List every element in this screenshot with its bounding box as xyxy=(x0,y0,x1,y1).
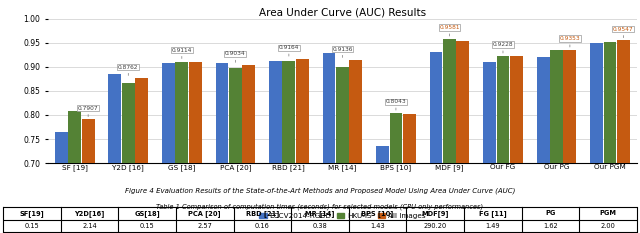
Text: PCA [20]: PCA [20] xyxy=(189,210,221,217)
Text: 1.49: 1.49 xyxy=(486,223,500,229)
Text: 0.9034: 0.9034 xyxy=(225,51,246,62)
Bar xyxy=(537,57,550,233)
Bar xyxy=(189,62,202,233)
Title: Area Under Curve (AUC) Results: Area Under Curve (AUC) Results xyxy=(259,8,426,18)
Bar xyxy=(82,120,95,233)
Bar xyxy=(296,59,308,233)
Text: MDF[9]: MDF[9] xyxy=(422,210,449,217)
Bar xyxy=(617,41,630,233)
Text: 0.9581: 0.9581 xyxy=(439,25,460,36)
Bar xyxy=(216,63,228,233)
Text: 0.8762: 0.8762 xyxy=(118,65,138,75)
Bar xyxy=(390,113,403,233)
Text: 0.16: 0.16 xyxy=(255,223,270,229)
Bar xyxy=(55,132,68,233)
Bar xyxy=(483,62,496,233)
Text: 1.62: 1.62 xyxy=(543,223,558,229)
Text: 2.57: 2.57 xyxy=(197,223,212,229)
Text: MR [14]: MR [14] xyxy=(305,210,335,217)
Bar xyxy=(376,146,389,233)
Bar xyxy=(175,62,188,233)
Bar xyxy=(604,42,616,233)
Text: PGM: PGM xyxy=(600,210,616,216)
Bar xyxy=(456,41,469,233)
Text: 0.9114: 0.9114 xyxy=(172,48,192,58)
Bar xyxy=(122,83,134,233)
Text: 0.9228: 0.9228 xyxy=(493,42,513,53)
Text: Y2D[16]: Y2D[16] xyxy=(74,210,105,217)
Text: 0.15: 0.15 xyxy=(24,223,40,229)
Bar xyxy=(590,43,603,233)
Text: 0.9353: 0.9353 xyxy=(559,36,580,47)
Bar xyxy=(429,52,442,233)
Text: 0.9164: 0.9164 xyxy=(278,45,299,56)
Bar xyxy=(68,111,81,233)
Text: SF[19]: SF[19] xyxy=(20,210,44,217)
Text: GS[18]: GS[18] xyxy=(134,210,160,217)
Bar xyxy=(135,78,148,233)
Text: 2.00: 2.00 xyxy=(600,223,616,229)
Text: 0.15: 0.15 xyxy=(140,223,155,229)
Text: 2.14: 2.14 xyxy=(82,223,97,229)
Text: 0.9547: 0.9547 xyxy=(613,27,634,38)
Bar xyxy=(550,50,563,233)
Text: 0.9136: 0.9136 xyxy=(332,47,353,58)
Bar xyxy=(229,68,242,233)
Legend: ECCV2014-RGBD, HKU-IS, All Images: ECCV2014-RGBD, HKU-IS, All Images xyxy=(257,210,428,222)
Bar xyxy=(403,114,416,233)
Bar xyxy=(269,61,282,233)
Bar xyxy=(282,61,295,233)
Bar xyxy=(563,50,576,233)
Bar xyxy=(109,75,122,233)
Bar xyxy=(336,67,349,233)
Text: BPS [10]: BPS [10] xyxy=(362,210,394,217)
Text: 290.20: 290.20 xyxy=(424,223,447,229)
Bar xyxy=(510,56,523,233)
Text: 0.8043: 0.8043 xyxy=(386,99,406,110)
Text: 0.38: 0.38 xyxy=(312,223,328,229)
Text: Table 1 Comparison of computation times (seconds) for selected models (CPU only : Table 1 Comparison of computation times … xyxy=(156,204,484,210)
Bar xyxy=(349,60,362,233)
Bar xyxy=(497,56,509,233)
Text: FG [11]: FG [11] xyxy=(479,210,507,217)
Bar xyxy=(443,39,456,233)
Text: 1.43: 1.43 xyxy=(371,223,385,229)
Text: RBD [21]: RBD [21] xyxy=(246,210,279,217)
Text: 0.7907: 0.7907 xyxy=(78,106,99,117)
Bar xyxy=(162,63,175,233)
Bar xyxy=(243,65,255,233)
Text: PG: PG xyxy=(545,210,556,216)
Bar xyxy=(323,53,335,233)
Text: Figure 4 Evaluation Results of the State-of-the-Art Methods and Proposed Model U: Figure 4 Evaluation Results of the State… xyxy=(125,188,515,194)
